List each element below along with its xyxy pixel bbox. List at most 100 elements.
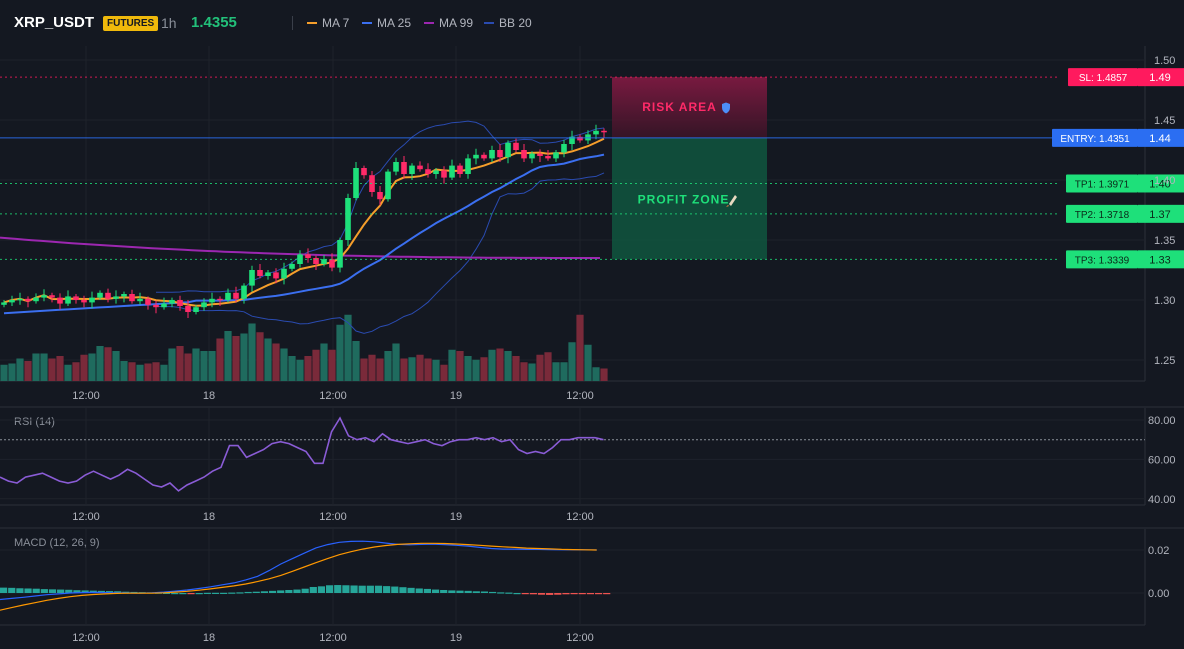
rocket-flame-icon (726, 205, 729, 207)
volume-bar (344, 314, 352, 381)
macd-histogram-bar (81, 590, 89, 593)
ma7-swatch-icon (307, 22, 317, 24)
macd-histogram-bar (114, 591, 122, 593)
candle-body (121, 294, 127, 297)
rsi-axis-tick: 40.00 (1148, 494, 1176, 506)
volume-bar (488, 349, 496, 381)
volume-bar (16, 358, 24, 381)
volume-bar (152, 362, 160, 381)
candle-body (529, 153, 535, 159)
volume-bar (496, 348, 504, 381)
bollinger-upper-line (156, 120, 605, 293)
candle-body (601, 130, 607, 133)
candle-body (489, 150, 495, 159)
legend-ma7[interactable]: MA 7 (307, 16, 349, 30)
macd-histogram-bar (0, 587, 8, 593)
candle-body (81, 300, 87, 303)
macd-histogram-bar (228, 592, 236, 594)
price-tick-bg (1138, 204, 1184, 223)
volume-bar (224, 331, 232, 381)
volume-bar (400, 358, 408, 381)
legend-ma99[interactable]: MA 99 (424, 16, 473, 30)
volume-bar (88, 353, 96, 381)
volume-bar (208, 351, 216, 381)
candle-body (265, 272, 271, 276)
profit-zone-label: PROFIT ZONE (638, 192, 730, 206)
rsi-axis-tick: 60.00 (1148, 454, 1176, 466)
candle-body (497, 150, 503, 158)
x-axis-label: 12:00 (72, 511, 100, 523)
volume-bar (536, 354, 544, 381)
macd-histogram-bar (8, 587, 16, 593)
candle-body (577, 136, 583, 141)
ma25-line (3, 153, 605, 315)
candle-body (225, 292, 231, 300)
volume-bar (328, 349, 336, 381)
macd-histogram-bar (586, 593, 594, 595)
price-tick-tp2: 1.37 (1149, 209, 1170, 221)
symbol-name[interactable]: XRP_USDT (14, 14, 95, 31)
candle-body (25, 298, 31, 302)
macd-axis-tick: 0.00 (1148, 588, 1169, 600)
price-tick-bg (1138, 250, 1184, 269)
volume-bar (560, 362, 568, 381)
macd-histogram-bar (342, 585, 350, 593)
candle-body (425, 169, 431, 174)
candle-body (209, 298, 215, 303)
candle-body (569, 136, 575, 144)
macd-histogram-bar (40, 589, 48, 593)
macd-histogram-bar (464, 590, 472, 593)
candle-body (305, 254, 311, 258)
volume-bar (272, 343, 280, 381)
volume-bar (8, 363, 16, 381)
price-line-label-entry: ENTRY: 1.4351 (1060, 134, 1130, 145)
candle-body (193, 307, 199, 312)
timeframe-selector[interactable]: 1h (161, 15, 177, 31)
volume-bar (464, 356, 472, 381)
candle-body (361, 168, 367, 176)
price-line-label-bg (1066, 174, 1138, 193)
volume-bar (472, 359, 480, 381)
candle-body (537, 153, 543, 156)
volume-bar (200, 351, 208, 381)
candle-body (145, 298, 151, 305)
candle-body (393, 162, 399, 172)
volume-bar (184, 353, 192, 381)
profit-zone (612, 137, 767, 260)
volume-bar (376, 358, 384, 381)
x-axis-label: 12:00 (566, 511, 594, 523)
macd-histogram-bar (529, 593, 537, 595)
macd-title: MACD (12, 26, 9) (14, 537, 100, 549)
volume-bar (280, 348, 288, 381)
candle-body (273, 272, 279, 279)
macd-histogram-bar (252, 591, 260, 593)
macd-axis-tick: 0.02 (1148, 545, 1169, 557)
volume-bar (576, 314, 584, 381)
volume-bar (528, 363, 536, 381)
volume-bar (216, 338, 224, 381)
volume-bar (600, 368, 608, 381)
candle-body (473, 154, 479, 159)
candle-body (249, 270, 255, 286)
macd-histogram-bar (537, 593, 546, 595)
legend-bb20[interactable]: BB 20 (484, 16, 532, 30)
candle-body (385, 171, 391, 200)
macd-histogram-bar (513, 593, 521, 595)
candle-body (289, 264, 295, 269)
candle-body (201, 302, 207, 308)
price-tick-sl: 1.49 (1149, 72, 1170, 84)
macd-histogram-bar (244, 591, 252, 594)
volume-bar (264, 338, 272, 381)
candle-body (233, 292, 239, 299)
candle-body (377, 192, 383, 200)
legend-ma25[interactable]: MA 25 (362, 16, 411, 30)
macd-histogram-bar (334, 585, 342, 593)
macd-histogram-bar (195, 593, 203, 595)
ma25-swatch-icon (362, 22, 372, 24)
macd-histogram-bar (562, 593, 570, 595)
macd-histogram-bar (521, 593, 529, 595)
volume-bar (96, 346, 104, 381)
macd-histogram-bar (374, 585, 383, 593)
shield-icon (722, 102, 730, 114)
